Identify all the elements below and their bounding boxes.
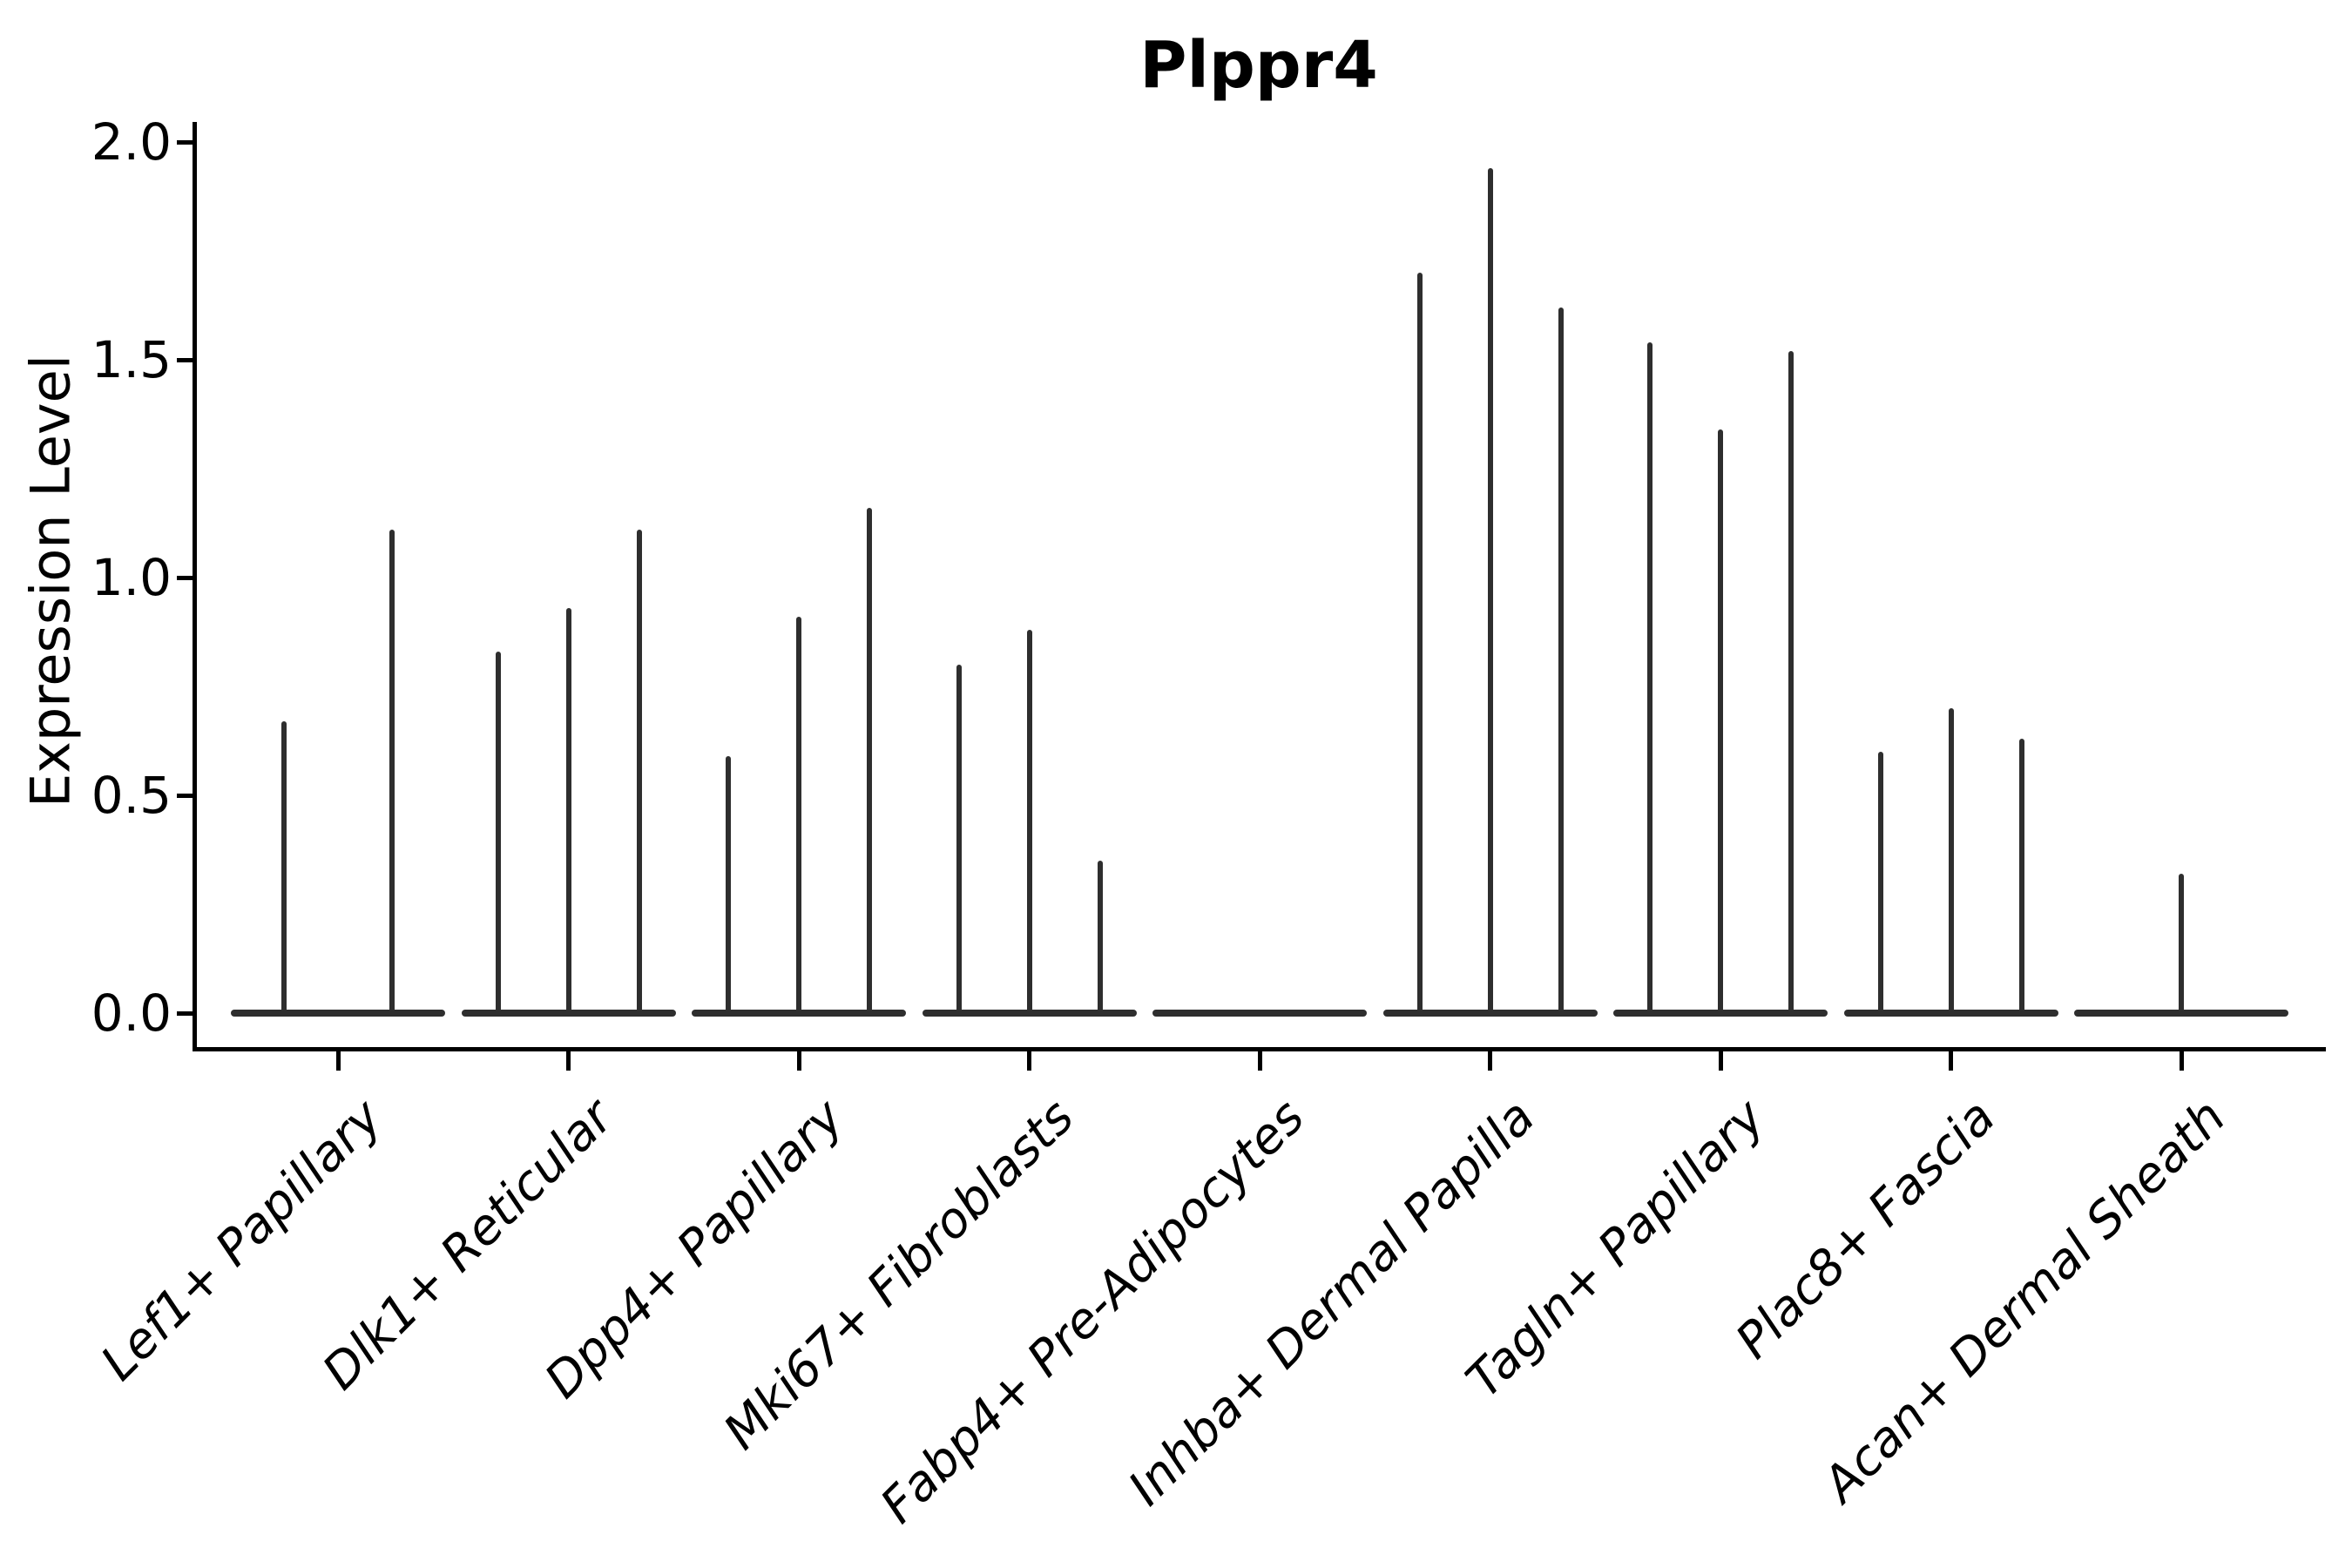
y-tick: [177, 793, 193, 798]
x-tick: [2179, 1051, 2184, 1071]
x-tick: [1718, 1051, 1723, 1071]
violin-baseline: [231, 1010, 445, 1017]
violin-baseline: [1152, 1010, 1367, 1017]
violin-baseline: [461, 1010, 676, 1017]
violin-baseline: [1613, 1010, 1828, 1017]
x-tick: [335, 1051, 341, 1071]
left-spine: [193, 122, 197, 1051]
x-tick: [1027, 1051, 1031, 1071]
chart-title: Plppr4: [1139, 28, 1378, 103]
violin-spike: [1877, 752, 1883, 1013]
y-tick-label: 2.0: [91, 112, 172, 172]
violin-spike: [726, 756, 731, 1013]
violin-spike: [1026, 630, 1032, 1013]
violin-spike: [1647, 342, 1652, 1013]
violin-spike: [636, 530, 642, 1013]
bottom-spine: [193, 1047, 2326, 1051]
violin-spike: [1948, 708, 1954, 1013]
violin-spike: [2179, 874, 2184, 1013]
violin-baseline: [2074, 1010, 2288, 1017]
y-tick: [177, 575, 193, 580]
y-tick: [177, 139, 193, 145]
x-tick: [1257, 1051, 1262, 1071]
x-tick: [1949, 1051, 1953, 1071]
violin-baseline: [1382, 1010, 1598, 1017]
y-tick-label: 1.0: [91, 548, 172, 607]
y-tick: [177, 1010, 193, 1016]
violin-spike: [281, 721, 287, 1013]
x-tick-label: Inhba+ Dermal Papilla: [1118, 1088, 1546, 1517]
violin-spike: [867, 508, 872, 1013]
x-tick: [566, 1051, 571, 1071]
y-tick-label: 0.0: [91, 983, 172, 1043]
violin-spike: [2018, 739, 2024, 1013]
violin-spike: [796, 617, 801, 1013]
violin-baseline: [692, 1010, 906, 1017]
x-tick-label: Acan+ Dermal Sheath: [1812, 1088, 2237, 1513]
violin-baseline: [1843, 1010, 2058, 1017]
violin-spike: [1097, 861, 1103, 1013]
y-tick-label: 0.5: [91, 766, 172, 825]
violin-spike: [956, 665, 962, 1013]
violin-baseline: [922, 1010, 1137, 1017]
violin-spike: [1558, 308, 1564, 1013]
violin-spike: [565, 608, 571, 1013]
y-axis-label: Expression Level: [18, 355, 83, 808]
violin-spike: [1416, 273, 1423, 1013]
violin-spike: [1718, 429, 1723, 1013]
x-tick-label: Fabp4+ Pre-Adipocytes: [869, 1088, 1315, 1535]
violin-spike: [389, 530, 395, 1013]
violin-spike: [495, 652, 501, 1013]
y-tick-label: 1.5: [91, 330, 172, 389]
violin-spike: [1487, 168, 1493, 1013]
x-tick: [1488, 1051, 1492, 1071]
x-tick: [796, 1051, 801, 1071]
violin-spike: [1788, 351, 1794, 1013]
y-tick: [177, 357, 193, 362]
